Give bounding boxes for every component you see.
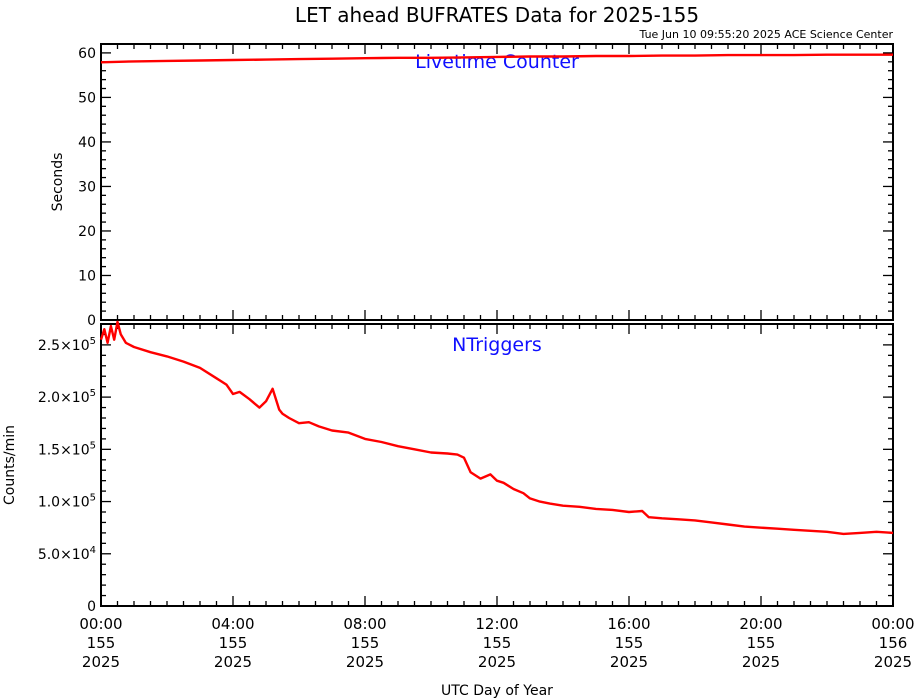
y-tick-label: 1.5×105 [38,440,96,458]
x-tick-label: 12:00 [475,615,518,633]
panel-ntriggers-frame [100,323,894,607]
panel-livetime-series [100,53,893,64]
y-tick-label: 1.0×105 [38,493,96,511]
panel-ntriggers-ylabel: Counts/min [2,425,18,505]
panel-ntriggers-ytick-labels: 0 5.0×104 1.0×105 1.5×105 2.0×105 2.5×105 [38,336,96,615]
panel-ntriggers-series [99,320,894,536]
panel-ntriggers-label: NTriggers [452,334,542,356]
x-tick-label: 2025 [82,653,120,671]
panel-ntriggers-ticks [100,323,894,607]
x-tick-label: 20:00 [739,615,782,633]
x-tick-label: 2025 [874,653,912,671]
y-tick-label: 10 [78,268,96,284]
panel-livetime-label: Livetime Counter [415,51,579,73]
x-tick-label: 00:00 [871,615,914,633]
x-tick-label: 2025 [214,653,252,671]
y-tick-label: 0 [87,313,96,329]
x-tick-label: 08:00 [343,615,386,633]
x-tick-label: 155 [483,634,512,652]
x-tick-label: 04:00 [211,615,254,633]
panel-livetime-ytick-labels: 0 10 20 30 40 50 60 [78,46,96,329]
x-tick-label: 155 [219,634,248,652]
timestamp-label: Tue Jun 10 09:55:20 2025 ACE Science Cen… [639,28,894,41]
x-tick-label: 2025 [610,653,648,671]
x-tick-label: 155 [615,634,644,652]
panel-livetime-ylabel: Seconds [50,153,66,212]
y-tick-label: 0 [87,599,96,615]
x-tick-label: 16:00 [607,615,650,633]
panel-livetime-frame [100,43,894,321]
x-tick-label: 155 [747,634,776,652]
y-tick-label: 60 [78,46,96,62]
y-tick-label: 30 [78,179,96,195]
series-line [100,53,893,64]
series-line [99,320,894,536]
x-tick-label: 155 [87,634,116,652]
y-tick-label: 50 [78,90,96,106]
x-tick-label: 155 [351,634,380,652]
x-tick-label: 00:00 [79,615,122,633]
x-tick-label: 2025 [346,653,384,671]
chart-title: LET ahead BUFRATES Data for 2025-155 [295,3,699,27]
x-tick-label: 2025 [742,653,780,671]
y-tick-label: 2.0×105 [38,388,96,406]
y-tick-label: 20 [78,224,96,240]
x-tick-labels: 00:00155202504:00155202508:00155202512:0… [79,615,914,671]
panel-ntriggers: 0 5.0×104 1.0×105 1.5×105 2.0×105 2.5×105 Cou… [2,320,894,615]
panel-livetime-ticks [100,43,894,321]
y-tick-label: 40 [78,135,96,151]
y-tick-label: 5.0×104 [38,545,96,563]
x-tick-label: 2025 [478,653,516,671]
y-tick-label: 2.5×105 [38,336,96,354]
panel-livetime: 0 10 20 30 40 50 60 Seconds Livetime Counter [50,43,894,329]
x-axis-label: UTC Day of Year [441,683,553,699]
x-tick-label: 156 [879,634,908,652]
